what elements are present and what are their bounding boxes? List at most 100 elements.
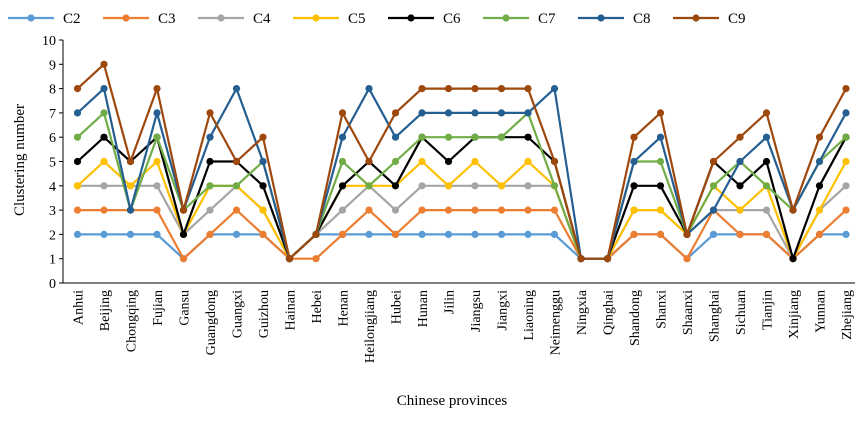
data-point-c6 [789,255,797,263]
data-point-c4 [153,182,161,190]
data-point-c3 [630,230,638,238]
series-line-c8 [76,87,847,260]
data-point-c9 [709,157,718,166]
legend-item-c9: C9 [673,11,746,27]
data-point-c2 [524,230,532,238]
data-point-c9 [338,109,347,117]
series-line-c7 [76,111,847,260]
legend-item-c2: C2 [8,11,81,27]
data-point-c6 [736,182,744,190]
data-point-c3 [418,206,426,214]
data-point-c9 [842,85,850,93]
data-point-c3 [232,206,241,214]
data-point-c6 [656,182,665,190]
x-tick-label: Henan [337,290,352,327]
series-group [73,60,850,263]
legend-label: C2 [63,11,81,27]
data-point-c9 [550,157,559,166]
data-point-c4 [100,182,108,190]
data-point-c3 [73,206,82,214]
x-tick-label: Sichuan [734,290,749,335]
data-point-c6 [630,182,638,190]
data-point-c9 [285,255,294,263]
data-point-c9 [656,109,665,117]
data-point-c3 [762,230,771,238]
data-point-c2 [73,230,82,238]
data-point-c3 [842,206,850,214]
data-point-c7 [73,133,82,141]
data-point-c5 [815,206,824,214]
x-tick-label: Hubei [390,290,405,324]
legend-marker [407,14,415,22]
y-tick-label: 10 [42,34,56,49]
data-point-c9 [497,85,506,93]
data-point-c8 [524,109,532,117]
data-point-c8 [815,157,824,166]
data-point-c8 [126,206,135,214]
data-point-c9 [391,109,400,117]
data-point-c7 [391,157,400,166]
x-tick-label: Liaoning [522,290,537,341]
data-point-c9 [126,157,135,166]
x-tick-label: Qinghai [602,290,617,335]
data-point-c3 [815,230,824,238]
data-point-c2 [418,230,426,238]
x-tick-label: Hebei [310,290,325,324]
legend-marker [122,14,130,22]
data-point-c3 [497,206,506,214]
x-tick-label: Fujian [151,290,166,326]
data-point-c5 [418,157,426,166]
x-tick-label: Tianjin [761,290,776,330]
data-point-c3 [365,206,373,214]
data-point-c5 [153,157,161,166]
data-point-c2 [842,230,850,238]
series-line-c4 [77,184,847,260]
data-point-c2 [153,230,161,238]
legend-marker [502,14,510,22]
x-tick-label: Ningxia [575,289,590,335]
data-point-c4 [391,206,400,214]
data-point-c3 [259,230,267,238]
data-point-c9 [259,133,267,141]
data-point-c8 [206,133,214,141]
y-tick-label: 6 [49,131,56,146]
data-point-c5 [444,182,453,190]
x-tick-label: Neimenggu [549,290,564,355]
data-point-c5 [497,182,506,190]
legend-label: C7 [538,11,556,27]
series-c2 [73,230,850,263]
series-line-c9 [76,63,847,260]
data-point-c6 [524,133,532,141]
data-point-c3 [471,206,479,214]
data-point-c9 [365,157,373,166]
data-point-c9 [73,85,82,93]
legend-marker [27,14,35,22]
legend-label: C5 [348,11,366,27]
data-point-c9 [471,85,479,93]
data-point-c9 [736,133,744,141]
data-point-c5 [100,157,108,166]
series-line-c6 [76,136,847,260]
data-point-c3 [312,255,320,263]
series-line-c2 [77,233,846,260]
legend: C2 C3 C4 C5 C6 C7 C8 C9 [8,11,746,27]
data-point-c9 [630,133,638,141]
data-point-c6 [206,157,214,166]
data-point-c9 [418,85,426,93]
data-point-c8 [709,206,718,214]
data-point-c4 [206,206,214,214]
y-tick-label: 0 [49,277,56,292]
data-point-c5 [259,206,267,214]
data-point-c9 [762,109,771,117]
x-tick-label: Hainan [284,290,299,330]
y-tick-label: 2 [49,228,56,243]
data-point-c4 [471,182,479,190]
data-point-c2 [709,230,718,238]
x-tick-label: Chongqing [125,290,140,352]
legend-marker [312,14,320,22]
legend-label: C8 [633,11,651,27]
data-point-c7 [709,182,718,190]
series-c9 [73,60,850,263]
data-point-c9 [179,206,188,214]
